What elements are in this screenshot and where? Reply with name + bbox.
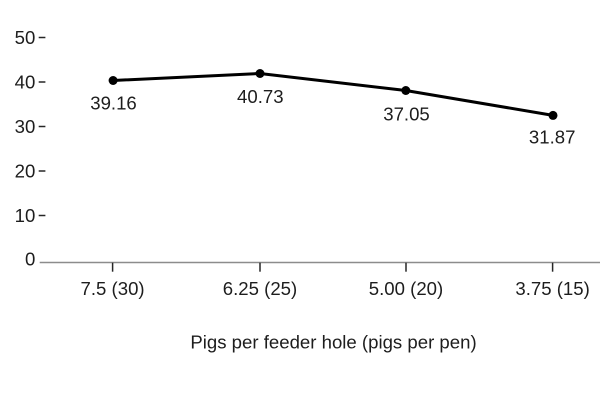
svg-text:50: 50 [15, 27, 36, 48]
svg-text:Pigs per feeder hole (pigs per: Pigs per feeder hole (pigs per pen) [190, 331, 476, 352]
svg-text:7.5 (30): 7.5 (30) [81, 278, 145, 299]
svg-text:0: 0 [25, 248, 35, 269]
svg-text:5.00 (20): 5.00 (20) [369, 278, 443, 299]
svg-text:40: 40 [15, 72, 36, 93]
svg-text:31.87: 31.87 [529, 127, 576, 148]
svg-text:10: 10 [15, 205, 36, 226]
svg-text:3.75 (15): 3.75 (15) [515, 278, 589, 299]
svg-text:39.16: 39.16 [90, 93, 137, 114]
svg-text:40.73: 40.73 [237, 86, 284, 107]
svg-text:6.25 (25): 6.25 (25) [223, 278, 297, 299]
svg-text:30: 30 [15, 116, 36, 137]
svg-text:37.05: 37.05 [383, 104, 430, 125]
svg-text:20: 20 [15, 161, 36, 182]
